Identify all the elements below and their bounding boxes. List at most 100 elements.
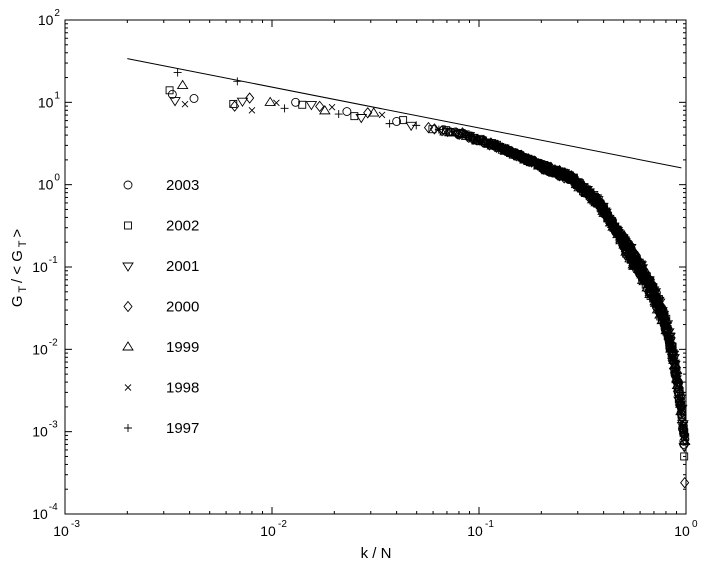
data-point-1999: [176, 79, 189, 89]
legend-item-2002: 2002: [124, 218, 199, 235]
y-axis-label-subscript: T: [17, 238, 29, 250]
data-point-1998: [378, 111, 386, 119]
y-tick-exponent: -1: [49, 255, 58, 266]
plot-frame: [64, 19, 687, 515]
data-point-2000: [451, 127, 461, 139]
power-law-reference-line: [127, 58, 682, 169]
x-tick-label: 10: [260, 523, 276, 539]
data-point-2003: [167, 89, 177, 99]
data-point-1997: [672, 370, 681, 379]
y-axis-label-subscript: T: [17, 283, 29, 295]
data-point-2000: [437, 124, 447, 137]
data-point-2000: [245, 92, 255, 104]
data-point-2001: [661, 320, 674, 330]
y-axis-label-part: / < G: [9, 250, 26, 283]
legend-label: 2001: [166, 258, 199, 275]
legend-marker-cross: [124, 384, 132, 391]
legend-label: 2000: [166, 299, 199, 316]
legend-marker-square: [124, 221, 132, 230]
data-point-2002: [399, 116, 408, 125]
data-point-2003: [189, 94, 199, 103]
data-point-1999: [264, 96, 276, 106]
data-point-2000: [230, 100, 240, 112]
data-point-2003: [392, 116, 402, 126]
data-point-1997: [173, 68, 182, 77]
data-point-2001: [664, 337, 676, 347]
data-point-2002: [298, 100, 307, 109]
data-point-2000: [363, 107, 373, 119]
legend-marker-circle: [123, 180, 133, 190]
data-point-1999: [367, 107, 380, 117]
data-point-2001: [305, 101, 318, 111]
y-tick-label: 10: [38, 94, 54, 110]
data-point-2001: [624, 244, 637, 254]
data-point-1997: [334, 110, 343, 119]
data-point-2003: [342, 107, 352, 116]
y-axis-label-group: G T / < G T >: [9, 229, 29, 307]
legend-marker-triangle-down: [122, 262, 134, 272]
legend: 2003 2002 2001 2000 1999 1998 1997: [122, 177, 199, 437]
plot-area: [127, 58, 691, 489]
data-point-2002: [350, 112, 359, 121]
legend-marker-triangle-up: [122, 341, 134, 351]
data-point-1997: [412, 121, 421, 130]
data-point-1998: [248, 106, 256, 114]
legend-item-1998: 1998: [124, 380, 199, 397]
y-tick-exponent: 0: [54, 173, 60, 184]
legend-item-2003: 2003: [123, 177, 199, 194]
data-point-1997: [385, 119, 394, 128]
data-point-1997: [662, 318, 671, 327]
data-point-2001: [405, 121, 417, 132]
data-point-2001: [669, 360, 681, 371]
data-point-2002: [660, 312, 669, 321]
data-point-2003: [291, 97, 301, 107]
data-point-2003: [674, 384, 684, 394]
data-point-2000: [429, 123, 439, 135]
legend-marker-diamond: [123, 300, 133, 313]
y-tick-exponent: -2: [49, 337, 58, 348]
legend-marker-plus: [124, 424, 132, 432]
y-tick-exponent: 2: [54, 8, 60, 19]
data-point-1998: [181, 100, 189, 108]
data-point-1999: [319, 105, 331, 115]
x-tick-label: 10: [467, 523, 483, 539]
y-tick-label: 10: [38, 12, 54, 28]
data-point-2003: [679, 439, 689, 449]
data-point-1999: [670, 364, 683, 375]
y-axis-label-part: G: [9, 295, 26, 307]
y-tick-label: 10: [32, 259, 48, 275]
x-tick-exponent: 0: [692, 519, 698, 530]
legend-item-2000: 2000: [123, 299, 199, 316]
y-tick-exponent: 1: [54, 90, 60, 101]
y-tick-label: 10: [32, 341, 48, 357]
data-point-2001: [674, 394, 687, 404]
x-tick-label: 10: [53, 523, 69, 539]
legend-item-2001: 2001: [122, 258, 199, 275]
y-axis-label-part: >: [9, 229, 26, 238]
x-axis-label: k / N: [361, 545, 392, 562]
data-point-1998: [328, 103, 336, 111]
data-point-2001: [236, 97, 249, 108]
y-tick-label: 10: [38, 177, 54, 193]
data-point-1998: [273, 99, 280, 107]
legend-label: 1998: [166, 380, 199, 397]
y-tick-exponent: -3: [49, 420, 58, 431]
data-point-1998: [680, 422, 687, 429]
data-point-2001: [667, 350, 680, 360]
data-point-1997: [675, 386, 684, 395]
legend-label: 2002: [166, 218, 199, 235]
y-tick-label: 10: [32, 424, 48, 440]
legend-label: 2003: [166, 177, 199, 194]
axes: 10 -3 10 -2 10 -1 10 010 -410 -310 -210 -110 010 110 2: [32, 8, 698, 539]
legend-item-1999: 1999: [122, 339, 199, 356]
data-point-2002: [680, 452, 689, 461]
x-tick-exponent: -3: [71, 519, 80, 530]
data-point-1997: [280, 104, 289, 113]
data-points: [165, 68, 691, 489]
data-point-2001: [668, 354, 680, 364]
legend-label: 1999: [166, 339, 199, 356]
y-axis-label: G T / < G T >: [9, 229, 29, 307]
legend-item-1997: 1997: [124, 420, 199, 437]
data-point-1998: [678, 413, 686, 421]
